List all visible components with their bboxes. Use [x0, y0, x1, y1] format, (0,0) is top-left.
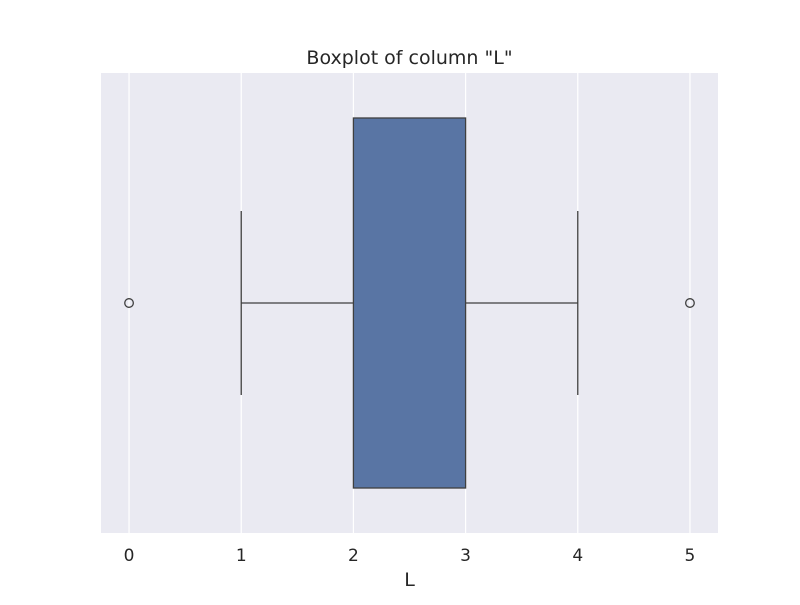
x-tick-label: 4	[572, 546, 583, 566]
x-tick-label: 1	[236, 546, 247, 566]
x-tick-label: 2	[348, 546, 359, 566]
iqr-box	[352, 117, 467, 489]
outlier-point	[124, 298, 134, 308]
x-tick-label: 0	[124, 546, 135, 566]
chart-title: Boxplot of column "L"	[306, 47, 512, 69]
outlier-point	[685, 298, 695, 308]
x-tick-label: 5	[685, 546, 696, 566]
x-tick-label: 3	[460, 546, 471, 566]
x-axis-label: L	[404, 569, 415, 591]
box-marks	[124, 117, 695, 489]
x-tick-labels: 0 1 2 3 4 5	[124, 546, 696, 566]
